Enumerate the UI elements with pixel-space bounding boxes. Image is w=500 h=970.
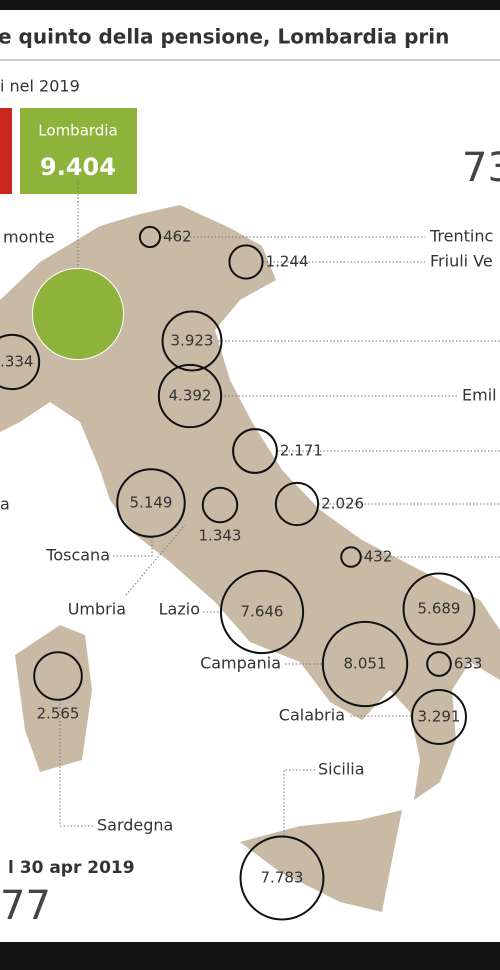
bottom-bar bbox=[0, 942, 500, 970]
highlight-bubble bbox=[31, 267, 125, 361]
bubble bbox=[33, 651, 83, 701]
highlight-value: 9.404 bbox=[40, 153, 116, 181]
bubble bbox=[232, 428, 278, 474]
red-box bbox=[0, 108, 12, 194]
bubble bbox=[402, 572, 476, 646]
bubble-label: 432 bbox=[364, 548, 393, 566]
bubble bbox=[138, 225, 162, 249]
footer-total: 77 bbox=[0, 883, 51, 929]
bubble-label: 7.783 bbox=[261, 869, 304, 887]
leader-lines bbox=[59, 180, 500, 835]
bubble bbox=[219, 569, 305, 655]
bubble-label: 3.923 bbox=[171, 332, 214, 350]
top-bar bbox=[0, 0, 500, 10]
subtitle: i nel 2019 bbox=[0, 77, 80, 96]
region-label: Trentinc bbox=[429, 227, 493, 246]
bubble bbox=[0, 333, 41, 391]
bubble-label: 3.334 bbox=[0, 353, 33, 371]
highlight-label: Lombardia bbox=[38, 122, 117, 140]
bubble bbox=[157, 363, 223, 429]
region-label: a bbox=[0, 495, 10, 514]
footer-date: l 30 apr 2019 bbox=[8, 858, 135, 878]
region-label: Umbria bbox=[68, 600, 126, 619]
bubble-label: 3.291 bbox=[418, 708, 461, 726]
sicily bbox=[240, 810, 402, 912]
bubble bbox=[161, 310, 223, 372]
bubble-label: 2.565 bbox=[37, 704, 80, 722]
bubble bbox=[116, 468, 186, 538]
bubble-label: 1.343 bbox=[199, 527, 242, 545]
bubble bbox=[411, 689, 467, 745]
bubble-label: 2.026 bbox=[321, 495, 364, 513]
bubble bbox=[321, 620, 409, 708]
title: e quinto della pensione, Lombardia prin bbox=[0, 25, 449, 49]
region-label: monte bbox=[3, 228, 55, 247]
bubble bbox=[426, 651, 452, 677]
bubble bbox=[274, 481, 320, 527]
region-label: Calabria bbox=[279, 706, 345, 725]
bubble-label: 7.646 bbox=[241, 603, 284, 621]
region-label: Friuli Ve bbox=[430, 252, 493, 271]
bubble-label: 5.689 bbox=[418, 600, 461, 618]
bubble-label: 5.149 bbox=[130, 494, 173, 512]
bubble-label: 633 bbox=[454, 655, 483, 673]
bubble bbox=[340, 546, 362, 568]
region-label: Emil bbox=[462, 386, 497, 405]
bubble-label: 1.244 bbox=[266, 253, 309, 271]
region-label: Sardegna bbox=[97, 816, 173, 835]
mainland bbox=[0, 205, 500, 800]
bubble-label: 4.392 bbox=[169, 387, 212, 405]
region-label: Campania bbox=[200, 654, 281, 673]
region-label: Lazio bbox=[159, 600, 200, 619]
bubble-label: 462 bbox=[163, 228, 192, 246]
total-top: 73 bbox=[462, 145, 500, 191]
bubble-label: 8.051 bbox=[344, 655, 387, 673]
bubble bbox=[201, 486, 239, 524]
region-label: Toscana bbox=[45, 546, 110, 565]
region-label: Sicilia bbox=[318, 760, 365, 779]
bubble-label: 2.171 bbox=[280, 442, 323, 460]
highlight-box bbox=[20, 108, 137, 194]
bubble bbox=[228, 244, 264, 280]
bubble bbox=[239, 835, 325, 921]
